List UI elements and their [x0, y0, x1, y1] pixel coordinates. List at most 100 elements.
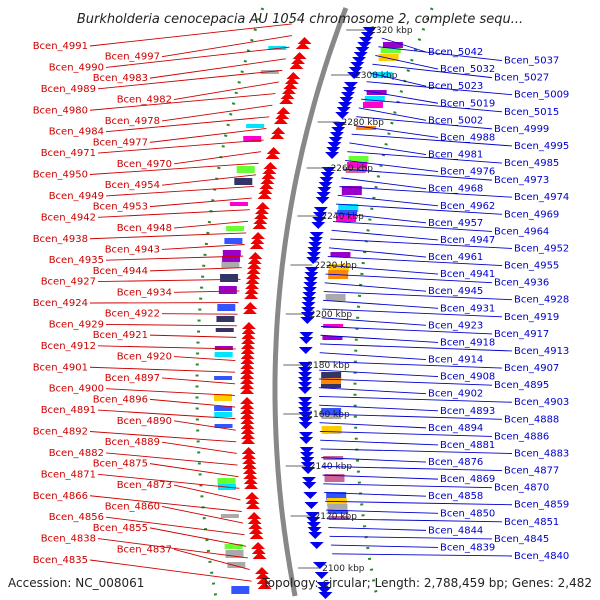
forward-strand-feature: [301, 467, 316, 474]
gene-label: Bcen_4924: [33, 298, 88, 309]
reverse-strand-feature: [240, 387, 254, 394]
feature-block: [215, 328, 234, 332]
leader-line: [328, 527, 427, 531]
leader-line: [105, 255, 244, 261]
leader-line: [97, 473, 240, 489]
gene-label: Bcen_4961: [428, 252, 483, 263]
gene-label: Bcen_4962: [440, 201, 495, 212]
leader-line: [149, 58, 286, 79]
tick-marks: 2320 kbp 2300 kbp 2280 kbp 2260 kbp 2240 kbp…: [283, 26, 413, 574]
leader-line: [369, 72, 427, 87]
forward-strand-feature: [347, 72, 362, 79]
gene-label: Bcen_5009: [514, 90, 569, 101]
feature-block: [321, 414, 342, 419]
leader-line: [322, 474, 439, 480]
leader-line: [173, 81, 279, 100]
reverse-strand-feature: [240, 342, 255, 349]
leader-line: [366, 81, 513, 96]
reverse-strand-feature: [254, 212, 269, 219]
leader-line: [319, 430, 493, 437]
feature-block: [328, 264, 349, 272]
gene-label: Bcen_4855: [93, 523, 148, 534]
reverse-strand-feature: [246, 267, 261, 274]
gene-label: Bcen_4919: [504, 312, 559, 323]
reverse-strand-feature: [240, 427, 255, 434]
reverse-strand-feature: [249, 242, 264, 249]
forward-strand-feature: [317, 187, 332, 194]
gene-label: Bcen_4980: [33, 105, 88, 116]
leader-line: [319, 378, 493, 386]
forward-strand-feature: [338, 102, 353, 109]
gene-label: Bcen_4974: [514, 192, 569, 203]
forward-strand-feature: [335, 112, 350, 119]
forward-strand-feature: [299, 437, 314, 444]
leader-line: [173, 484, 241, 501]
leader-line: [173, 290, 240, 293]
leader-line: [332, 553, 513, 557]
feature-block: [380, 48, 401, 53]
reverse-strand-feature: [246, 502, 261, 509]
reverse-strand-feature: [275, 112, 290, 119]
leader-line: [320, 326, 493, 335]
reverse-strand-feature: [243, 302, 258, 309]
reverse-strand-feature: [240, 412, 255, 419]
gene-label: Bcen_4947: [440, 235, 495, 246]
leader-line: [330, 544, 439, 548]
feature-block: [236, 166, 255, 173]
leader-line: [173, 548, 250, 570]
feature-block: [268, 46, 287, 50]
feature-block: [330, 252, 351, 257]
leader-line: [334, 212, 427, 224]
gene-label: Bcen_4921: [93, 330, 148, 341]
forward-strand-feature: [308, 242, 323, 249]
forward-strand-feature: [353, 52, 368, 59]
gene-label: Bcen_4870: [494, 483, 549, 494]
leader-line: [319, 395, 513, 403]
forward-strand-feature: [305, 512, 320, 519]
forward-strand-feature: [298, 377, 313, 384]
leader-line: [319, 361, 503, 369]
reverse-strand-feature: [260, 177, 275, 184]
feature-block: [217, 304, 236, 311]
leader-line: [325, 500, 513, 506]
tick-label: 2260 kbp: [331, 164, 374, 174]
tick-label: 2160 kbp: [307, 410, 350, 420]
tick-label: 2100 kbp: [322, 564, 365, 574]
gene-label: Bcen_4942: [41, 212, 96, 223]
feature-block: [216, 316, 235, 322]
gene-label: Bcen_4984: [49, 127, 104, 138]
forward-strand-feature: [298, 347, 313, 354]
gene-label: Bcen_4989: [41, 84, 96, 95]
feature-block: [220, 274, 239, 282]
feature-block: [382, 42, 403, 48]
forward-strand-feature: [312, 562, 327, 569]
feature-block: [214, 376, 233, 380]
reverse-strand-feature: [280, 92, 295, 99]
leader-line: [105, 116, 270, 133]
feature-block: [323, 324, 344, 328]
feature-block: [222, 250, 241, 256]
reverse-strand-feature: [254, 207, 269, 214]
leader-line: [97, 345, 236, 350]
reverse-strand-feature: [257, 192, 272, 199]
reverse-strand-feature: [240, 417, 255, 424]
forward-strand-feature: [352, 57, 367, 64]
leader-line: [353, 124, 439, 138]
gene-label: Bcen_4892: [33, 427, 88, 438]
gene-label: Bcen_4913: [514, 346, 569, 357]
gene-label: Bcen_4954: [105, 180, 160, 191]
feature-block: [224, 544, 243, 549]
gene-label: Bcen_4883: [514, 448, 569, 459]
leader-line: [322, 299, 439, 309]
leader-line: [97, 409, 236, 420]
forward-strand-feature: [362, 27, 377, 34]
gene-label: Bcen_4928: [514, 295, 569, 306]
feature-block: [220, 514, 239, 518]
leader-line: [89, 559, 252, 582]
leader-line: [97, 139, 264, 154]
reverse-strand-feature: [241, 327, 256, 334]
forward-strand-feature: [360, 32, 375, 39]
feature-block: [378, 54, 399, 61]
leader-line: [161, 377, 236, 385]
gene-label: Bcen_4941: [440, 269, 495, 280]
